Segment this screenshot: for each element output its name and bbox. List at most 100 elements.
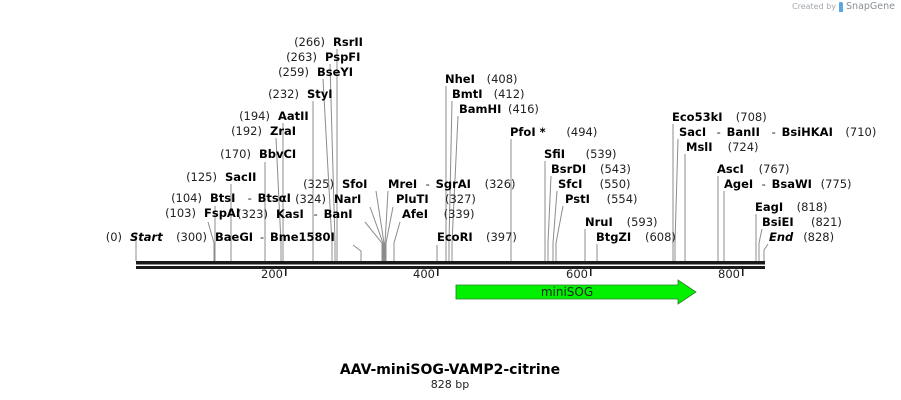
cut-site-line: [674, 138, 679, 261]
enzyme-site-eco53ki[interactable]: Eco53kI (708): [672, 110, 767, 124]
cut-position: (194): [239, 109, 270, 123]
enzyme-site-fspai[interactable]: (103) FspAI: [165, 206, 240, 220]
enzyme-site-kasi[interactable]: (323) KasI - BanI: [237, 207, 353, 221]
enzyme-site-btsi[interactable]: (104) BtsI - BtsαI: [171, 191, 291, 205]
enzyme-site-zrai[interactable]: (192) ZraI: [231, 124, 296, 138]
cut-position: (326): [485, 177, 516, 191]
enzyme-site-rsrii[interactable]: (266) RsrII: [294, 35, 363, 49]
enzyme-name: BsrDI: [551, 162, 586, 176]
enzyme-name: BbvCI: [259, 147, 296, 161]
enzyme-site-asci[interactable]: AscI (767): [717, 162, 790, 176]
enzyme-site-pluti[interactable]: PluTI (327): [396, 192, 476, 206]
enzyme-site-sacii[interactable]: (125) SacII: [186, 170, 256, 184]
cut-position: (327): [445, 192, 476, 206]
enzyme-name: MslI: [686, 140, 713, 154]
map-length: 828 bp: [431, 378, 469, 391]
ruler-tick-label: 400: [413, 267, 435, 281]
cut-position: (104): [171, 191, 202, 205]
enzyme-site-bsrdi[interactable]: BsrDI (543): [551, 162, 631, 176]
ruler-tick-label: 600: [566, 267, 588, 281]
cut-position: (821): [811, 215, 842, 229]
cut-position: (828): [803, 230, 834, 244]
enzyme-site-sfoi[interactable]: (325) SfoI: [303, 177, 367, 191]
enzyme-site-start[interactable]: (0) Start: [106, 230, 164, 244]
enzyme-separator: -: [248, 191, 252, 205]
cut-site-line: [369, 206, 384, 261]
enzyme-separator: -: [717, 125, 721, 139]
enzyme-name: BtgZI: [596, 230, 631, 244]
cut-position: (818): [797, 200, 828, 214]
cut-position: (710): [845, 125, 876, 139]
cut-position: (192): [231, 124, 262, 138]
enzyme-name: NruI: [585, 215, 613, 229]
cut-position: (170): [220, 147, 251, 161]
enzyme-name: MreI: [388, 177, 417, 191]
enzyme-site-btgzi[interactable]: BtgZI (608): [596, 230, 676, 244]
enzyme-name: AgeI: [724, 177, 753, 191]
cut-position: (0): [106, 230, 122, 244]
enzyme-site-bmti[interactable]: BmtI (412): [452, 87, 525, 101]
enzyme-name: NarI: [334, 192, 361, 206]
enzyme-name: BtsαI: [258, 191, 291, 205]
cut-position: (408): [487, 72, 518, 86]
features: miniSOG: [455, 279, 697, 305]
enzyme-site-agei[interactable]: AgeI - BsaWI (775): [724, 177, 852, 191]
feature-arrow-minisog[interactable]: [455, 279, 697, 305]
ruler-tick: [590, 269, 592, 276]
enzyme-separator: -: [260, 230, 264, 244]
enzyme-site-bbvci[interactable]: (170) BbvCI: [220, 147, 296, 161]
enzyme-site-baegi[interactable]: (300) BaeGI - Bme1580I: [176, 230, 335, 244]
enzyme-site-pspfi[interactable]: (263) PspFI: [286, 50, 360, 64]
enzyme-site-pfoi[interactable]: PfoI * (494): [510, 125, 597, 139]
cut-site-line: [552, 190, 558, 261]
cut-site-line: [758, 228, 763, 261]
cut-position: (416): [508, 102, 539, 116]
cut-position: (550): [600, 177, 631, 191]
enzyme-name: PstI: [565, 192, 590, 206]
enzyme-name: AscI: [717, 162, 744, 176]
backbone-top-strand: [136, 261, 765, 265]
enzyme-site-afei[interactable]: AfeI (339): [402, 207, 475, 221]
enzyme-labels: (0) Start(103) FspAI(104) BtsI - BtsαI (125) Sa…: [106, 35, 877, 244]
enzyme-site-msli[interactable]: MslI (724): [686, 140, 759, 154]
dna-backbone: [136, 261, 765, 269]
enzyme-name: PspFI: [325, 50, 360, 64]
enzyme-site-nari[interactable]: (324) NarI: [295, 192, 361, 206]
enzyme-site-end[interactable]: End (828): [769, 230, 834, 244]
enzyme-site-bseyi[interactable]: (259) BseYI: [278, 65, 353, 79]
enzyme-site-eagi[interactable]: EagI (818): [755, 200, 828, 214]
cut-position: (323): [237, 207, 268, 221]
cut-position: (397): [486, 230, 517, 244]
enzyme-site-styi[interactable]: (232) StyI: [268, 87, 333, 101]
cut-site-line: [393, 221, 401, 261]
cut-position: (232): [268, 87, 299, 101]
cut-position: (300): [176, 230, 207, 244]
enzyme-site-nrui[interactable]: NruI (593): [585, 215, 658, 229]
cut-site-line: [555, 205, 564, 261]
snapgene-logo-icon: [839, 1, 844, 12]
cut-position: (539): [586, 147, 617, 161]
enzyme-name: FspAI: [204, 206, 240, 220]
enzyme-site-bsiei[interactable]: BsiEI (821): [762, 215, 842, 229]
enzyme-site-aatii[interactable]: (194) AatII: [239, 109, 309, 123]
cut-site-line: [322, 78, 333, 261]
enzyme-site-sfci[interactable]: SfcI (550): [558, 177, 631, 191]
enzyme-site-ecori[interactable]: EcoRI (397): [437, 230, 517, 244]
enzyme-name: SfcI: [558, 177, 582, 191]
enzyme-name: BmtI: [452, 87, 483, 101]
cut-position: (339): [444, 207, 475, 221]
credit-brand: SnapGene: [846, 1, 895, 12]
enzyme-site-mrei[interactable]: MreI - SgrAI (326): [388, 177, 516, 191]
cut-position: (259): [278, 65, 309, 79]
enzyme-site-psti[interactable]: PstI (554): [565, 192, 638, 206]
enzyme-name: Start: [130, 230, 163, 244]
cut-position: (543): [600, 162, 631, 176]
enzyme-site-saci[interactable]: SacI - BanII - BsiHKAI (710): [679, 125, 876, 139]
enzyme-site-nhei[interactable]: NheI (408): [445, 72, 518, 86]
enzyme-name: SgrAI: [436, 177, 471, 191]
enzyme-site-bamhi[interactable]: BamHI (416): [459, 102, 539, 116]
cut-site-line: [451, 115, 459, 261]
cut-site-line: [364, 221, 383, 261]
enzyme-site-sfii[interactable]: SfiI (539): [544, 147, 617, 161]
